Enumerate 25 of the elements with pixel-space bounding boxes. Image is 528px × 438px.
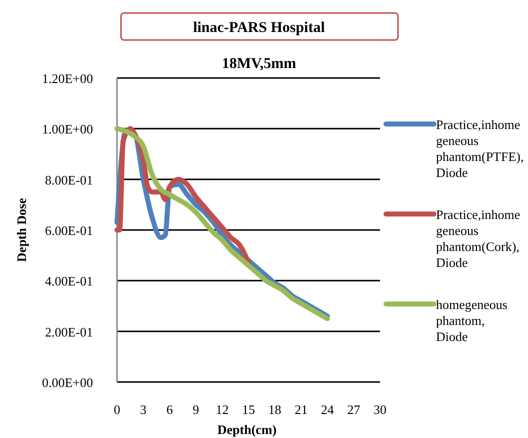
legend-label: Practice,inhome geneous phantom(PTFE), Diode bbox=[436, 117, 524, 180]
x-tick-label: 30 bbox=[374, 402, 386, 417]
y-tick-label: 0.00E+00 bbox=[42, 375, 93, 390]
x-tick-label: 27 bbox=[347, 402, 361, 417]
x-tick-label: 21 bbox=[294, 402, 308, 417]
y-tick-label: 8.00E-01 bbox=[44, 172, 93, 188]
y-tick-label: 4.00E-01 bbox=[44, 274, 93, 289]
x-axis-title: Depth(cm) bbox=[217, 422, 277, 437]
x-tick-label: 18 bbox=[268, 402, 282, 417]
x-tick-label: 0 bbox=[114, 402, 120, 417]
y-tick-label: 1.00E+00 bbox=[42, 122, 93, 137]
legend-label: Practice,inhome geneous phantom(Cork), Diode bbox=[436, 207, 520, 270]
y-tick-label: 2.00E-01 bbox=[44, 324, 93, 340]
y-tick-label: 1.20E+00 bbox=[42, 71, 93, 86]
x-tick-label: 9 bbox=[192, 402, 200, 417]
chart-title: linac-PARS Hospital bbox=[193, 20, 325, 36]
legend-label: homegeneous phantom, Diode bbox=[436, 297, 508, 344]
x-tick-label: 12 bbox=[216, 402, 229, 417]
y-axis-title: Depth Dose bbox=[14, 198, 29, 262]
x-tick-label: 15 bbox=[242, 402, 255, 417]
x-tick-label: 6 bbox=[166, 402, 174, 417]
x-tick-label: 24 bbox=[320, 402, 334, 417]
y-tick-label: 6.00E-01 bbox=[44, 223, 93, 238]
chart-subtitle: 18MV,5mm bbox=[222, 56, 297, 72]
x-tick-label: 3 bbox=[140, 402, 147, 417]
